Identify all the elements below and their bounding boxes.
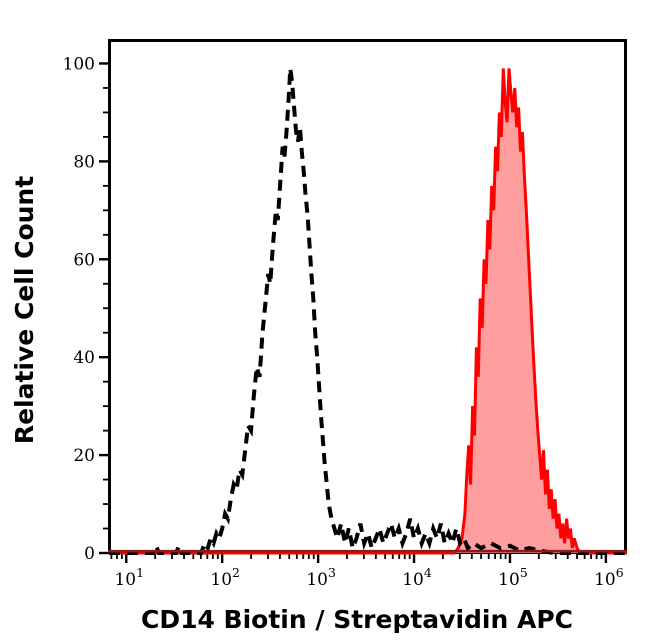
y-tick-label: 80 (73, 152, 95, 172)
y-axis-major-ticks (99, 62, 109, 555)
x-tick-label: 101 (114, 565, 144, 590)
x-tick-label: 102 (210, 565, 240, 590)
y-tick-label: 100 (63, 54, 95, 74)
y-tick-label: 60 (73, 250, 95, 270)
y-tick-label: 0 (84, 544, 95, 564)
x-tick-label: 104 (402, 565, 432, 590)
positive-series-line (109, 68, 627, 555)
y-tick-label: 20 (73, 446, 95, 466)
x-tick-label: 106 (594, 565, 624, 590)
y-axis-title: Relative Cell Count (10, 176, 39, 444)
x-tick-label: 105 (498, 565, 528, 590)
x-axis-tick-labels: 101 102 103 104 105 106 (114, 565, 623, 590)
x-tick-label: 103 (306, 565, 336, 590)
y-tick-label: 40 (73, 348, 95, 368)
y-axis-tick-labels: 0 20 40 60 80 100 (63, 54, 95, 564)
negative-series-dashed-line (109, 68, 627, 556)
x-axis-title: CD14 Biotin / Streptavidin APC (141, 605, 573, 634)
y-axis-minor-ticks (103, 87, 109, 530)
positive-series-fill (109, 68, 627, 554)
